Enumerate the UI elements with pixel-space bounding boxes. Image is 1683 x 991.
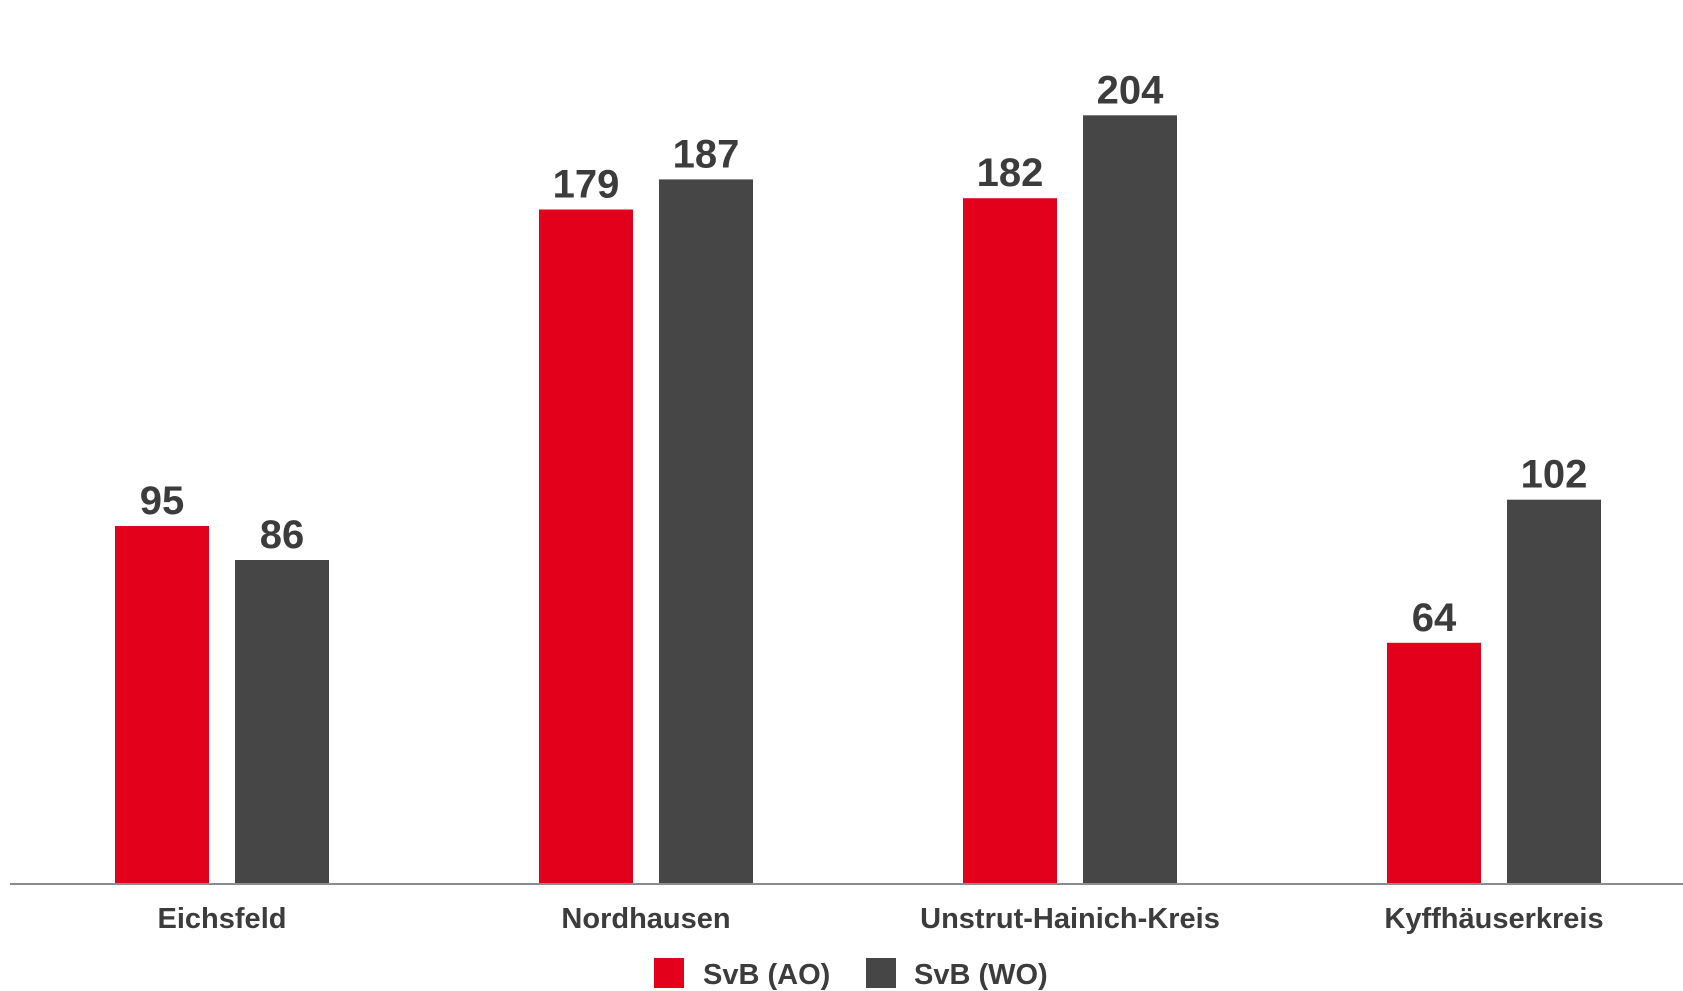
category-label-eichsfeld: Eichsfeld	[158, 903, 287, 935]
legend-item-svb-ao: SvB (AO)	[654, 958, 830, 991]
legend-swatch-svb-ao	[654, 958, 684, 988]
data-label-svb-wo-kyffh-userkreis: 102	[1521, 453, 1588, 497]
category-label-nordhausen: Nordhausen	[561, 903, 730, 935]
data-label-svb-ao-kyffh-userkreis: 64	[1412, 596, 1457, 640]
bar-svb-ao-unstrut-hainich-kreis	[963, 198, 1057, 884]
data-label-svb-ao-eichsfeld: 95	[140, 479, 185, 523]
data-label-svb-ao-nordhausen: 179	[553, 163, 620, 207]
bar-svb-ao-kyffh-userkreis	[1387, 642, 1481, 884]
data-label-svb-wo-nordhausen: 187	[673, 132, 740, 176]
legend-label-svb-wo: SvB (WO)	[914, 959, 1048, 991]
category-label-kyffh-userkreis: Kyffhäuserkreis	[1384, 903, 1603, 935]
bar-svb-wo-eichsfeld	[235, 560, 329, 884]
legend-label-svb-ao: SvB (AO)	[703, 959, 830, 991]
bar-svb-wo-kyffh-userkreis	[1507, 499, 1601, 884]
legend-swatch-svb-wo	[866, 958, 896, 988]
value-labels-layer: 95 179 182 64 86 187 204 102	[140, 68, 1588, 640]
legend-item-svb-wo: SvB (WO)	[866, 958, 1048, 991]
bars-layer	[115, 115, 1601, 885]
bar-svb-wo-unstrut-hainich-kreis	[1083, 115, 1177, 885]
bar-svb-ao-nordhausen	[539, 209, 633, 884]
data-label-svb-wo-eichsfeld: 86	[260, 513, 305, 557]
legend: SvB (AO) SvB (WO)	[654, 958, 1048, 991]
data-label-svb-ao-unstrut-hainich-kreis: 182	[977, 151, 1044, 195]
bar-svb-wo-nordhausen	[659, 179, 753, 884]
category-labels-layer: Eichsfeld Nordhausen Unstrut-Hainich-Kreis…	[158, 903, 1604, 935]
category-label-unstrut-hainich-kreis: Unstrut-Hainich-Kreis	[920, 903, 1220, 935]
data-label-svb-wo-unstrut-hainich-kreis: 204	[1097, 68, 1164, 112]
bar-svb-ao-eichsfeld	[115, 526, 209, 884]
